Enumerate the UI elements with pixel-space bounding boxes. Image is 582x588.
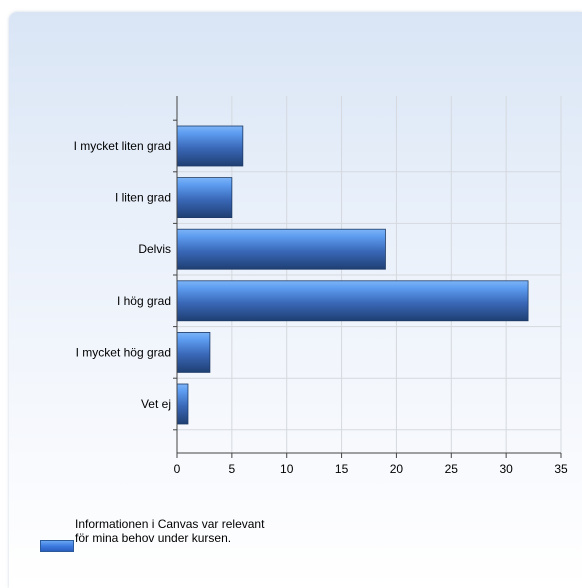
bar bbox=[176, 125, 244, 167]
y-tick-label: I hög grad bbox=[117, 294, 171, 308]
legend: Informationen i Canvas var relevant för … bbox=[40, 517, 280, 571]
x-tick-label: 10 bbox=[280, 462, 294, 476]
bars bbox=[176, 125, 529, 425]
legend-label: Informationen i Canvas var relevant för … bbox=[75, 517, 265, 545]
bar bbox=[176, 280, 529, 322]
y-tick-label: I liten grad bbox=[115, 191, 171, 205]
axes bbox=[173, 96, 562, 458]
bar bbox=[176, 177, 233, 219]
y-tick-label: I mycket hög grad bbox=[76, 345, 171, 359]
x-tick-labels: 0 5 10 15 20 25 30 35 bbox=[174, 462, 568, 476]
bar bbox=[176, 383, 189, 425]
x-tick-label: 30 bbox=[499, 462, 513, 476]
y-tick-labels: I mycket liten grad I liten grad Delvis I h… bbox=[74, 139, 171, 411]
y-tick-label: Delvis bbox=[138, 242, 171, 256]
grid-lines bbox=[177, 96, 562, 453]
bar bbox=[176, 228, 386, 270]
bar bbox=[176, 331, 211, 373]
x-tick-label: 5 bbox=[229, 462, 236, 476]
y-tick-label: Vet ej bbox=[141, 397, 171, 411]
legend-swatch bbox=[40, 540, 74, 552]
y-tick-label: I mycket liten grad bbox=[74, 139, 171, 153]
x-tick-label: 20 bbox=[390, 462, 404, 476]
x-tick-label: 15 bbox=[335, 462, 349, 476]
x-tick-label: 25 bbox=[445, 462, 459, 476]
x-tick-label: 35 bbox=[554, 462, 568, 476]
x-tick-label: 0 bbox=[174, 462, 181, 476]
